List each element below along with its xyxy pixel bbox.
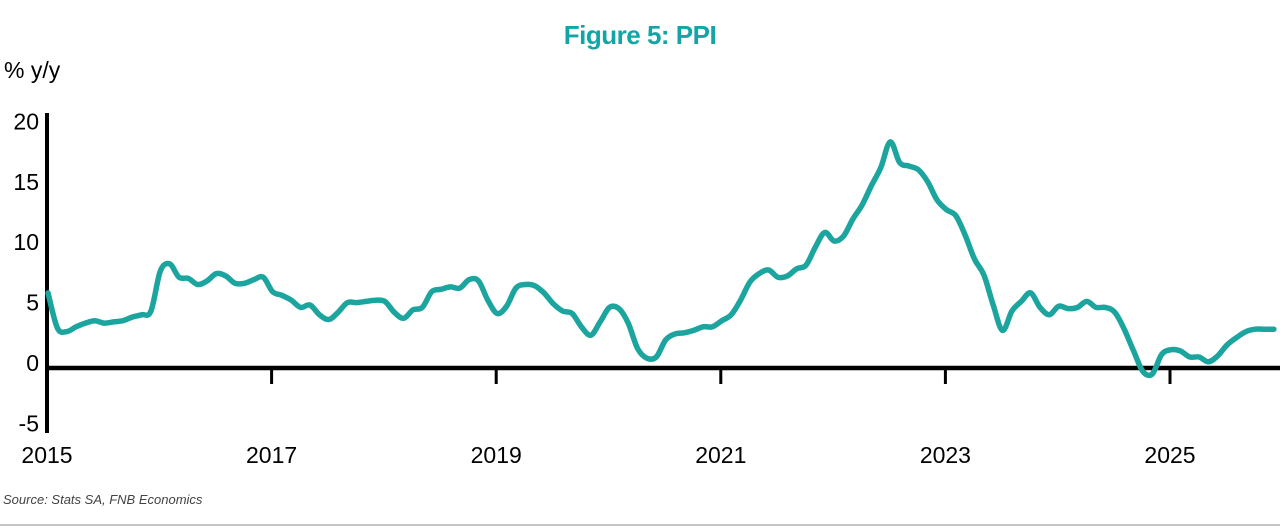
x-tick-label: 2017	[246, 442, 297, 468]
chart-title: Figure 5: PPI	[563, 20, 717, 50]
x-tick-label: 2019	[471, 442, 522, 468]
y-tick-label: 10	[13, 229, 39, 255]
y-tick-label: 0	[26, 350, 39, 376]
bottom-divider	[0, 524, 1280, 526]
y-axis-unit-label: % y/y	[4, 57, 61, 83]
x-tick-label: 2025	[1144, 442, 1195, 468]
x-tick-label: 2015	[21, 442, 72, 468]
y-tick-label: 5	[26, 290, 39, 316]
y-tick-label: -5	[19, 410, 39, 436]
x-tick-label: 2023	[920, 442, 971, 468]
y-tick-label: 20	[13, 108, 39, 134]
y-tick-label: 15	[13, 169, 39, 195]
source-note: Source: Stats SA, FNB Economics	[3, 492, 203, 507]
ppi-series-line	[45, 139, 1277, 379]
x-tick-label: 2021	[695, 442, 746, 468]
